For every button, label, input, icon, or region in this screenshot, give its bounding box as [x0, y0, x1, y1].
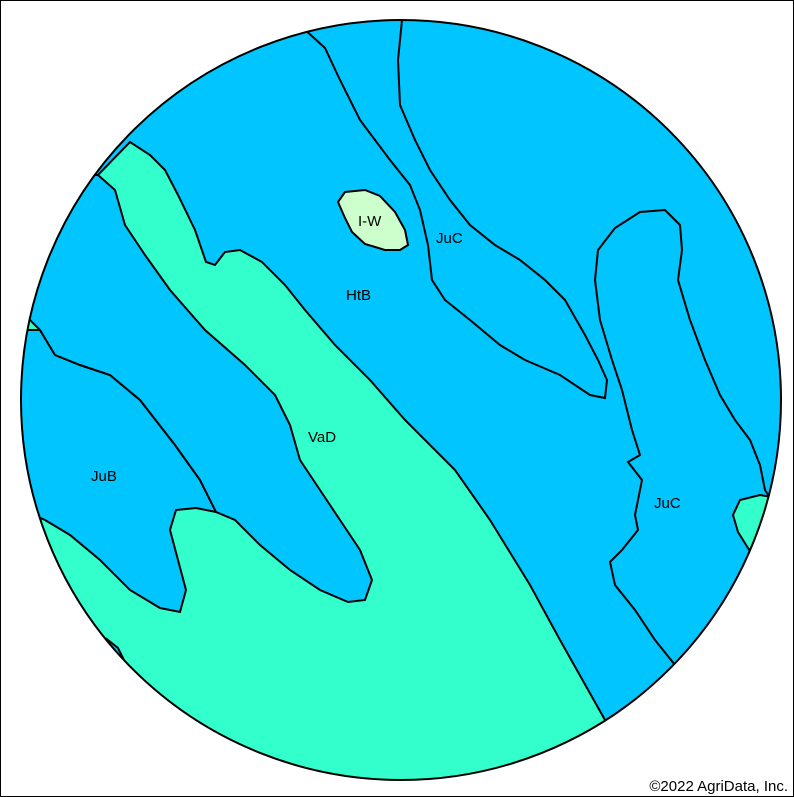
label-htb: HtB	[346, 287, 371, 304]
label-iw: I-W	[358, 213, 382, 230]
soil-polygon-iw	[336, 188, 410, 251]
soil-boundary-line-1	[302, 20, 609, 400]
soil-boundary-line-2	[593, 208, 771, 666]
copyright-notice: ©2022 AgriData, Inc.	[649, 778, 788, 795]
soil-polygon-vad-tongue	[21, 174, 374, 604]
label-jub: JuB	[91, 468, 117, 485]
label-juc-north: JuC	[436, 230, 463, 247]
map-circle-outline	[20, 19, 782, 781]
label-juc-east: JuC	[654, 495, 681, 512]
label-vad: VaD	[308, 429, 336, 446]
